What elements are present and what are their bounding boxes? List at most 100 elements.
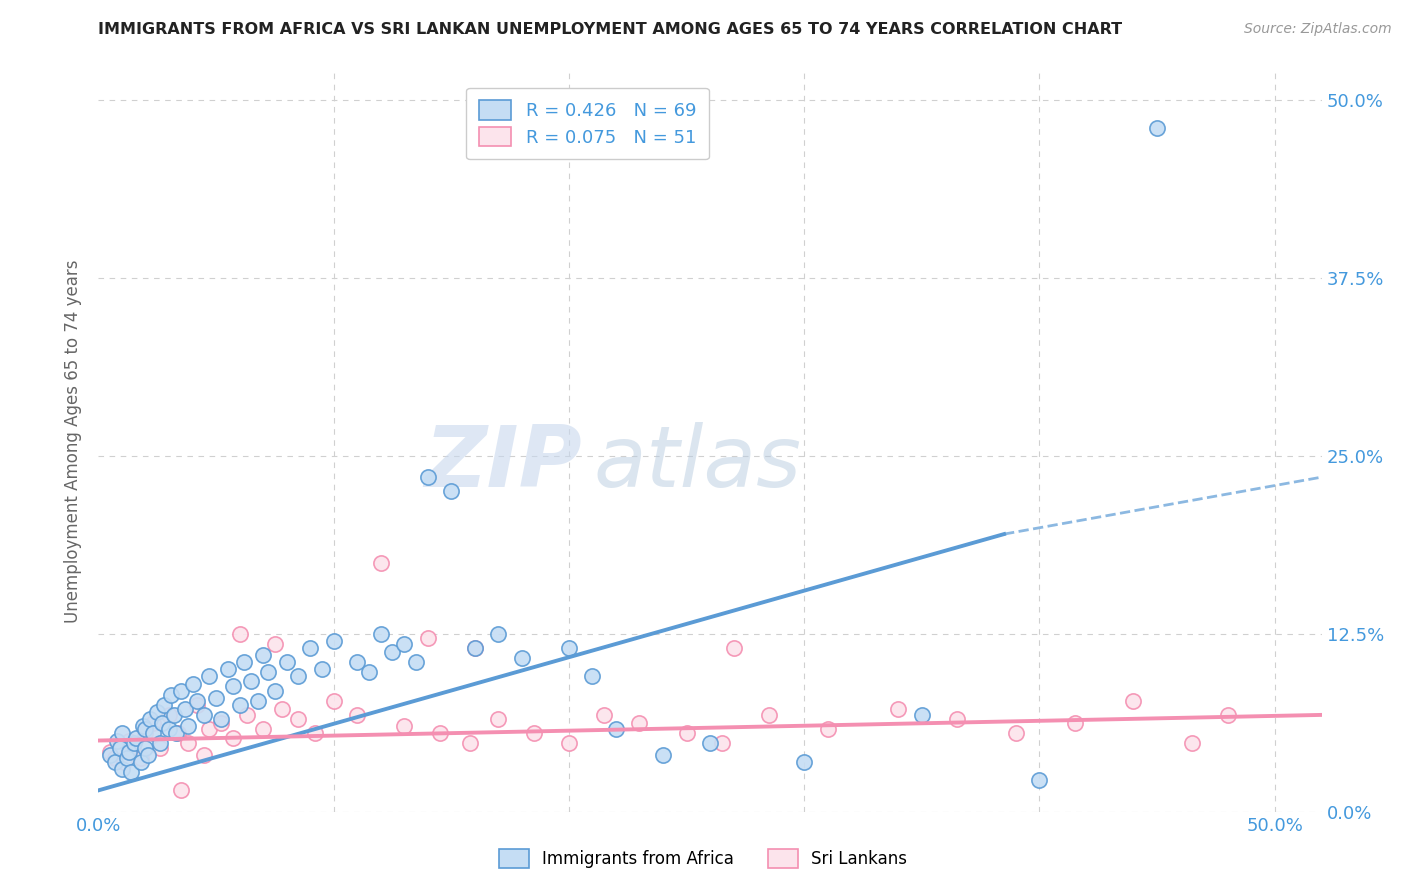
- Point: [370, 556, 392, 570]
- Text: atlas: atlas: [593, 422, 801, 505]
- Point: [136, 747, 159, 762]
- Point: [193, 707, 215, 722]
- Point: [170, 683, 193, 698]
- Point: [346, 707, 368, 722]
- Point: [946, 712, 969, 726]
- Point: [209, 716, 232, 731]
- Point: [392, 719, 416, 733]
- Point: [911, 707, 934, 722]
- Point: [558, 736, 581, 750]
- Point: [104, 755, 127, 769]
- Point: [120, 764, 142, 779]
- Point: [141, 716, 163, 731]
- Point: [125, 731, 148, 745]
- Point: [723, 640, 745, 655]
- Point: [605, 722, 627, 736]
- Point: [240, 673, 263, 688]
- Point: [118, 745, 141, 759]
- Point: [287, 712, 309, 726]
- Point: [157, 722, 180, 736]
- Point: [247, 694, 270, 708]
- Point: [221, 680, 243, 694]
- Point: [263, 683, 285, 698]
- Point: [165, 726, 187, 740]
- Point: [228, 698, 250, 712]
- Y-axis label: Unemployment Among Ages 65 to 74 years: Unemployment Among Ages 65 to 74 years: [65, 260, 83, 624]
- Point: [217, 662, 239, 676]
- Point: [416, 631, 439, 645]
- Point: [170, 783, 193, 797]
- Legend: Immigrants from Africa, Sri Lankans: Immigrants from Africa, Sri Lankans: [492, 843, 914, 875]
- Legend: R = 0.426   N = 69, R = 0.075   N = 51: R = 0.426 N = 69, R = 0.075 N = 51: [467, 87, 709, 159]
- Point: [205, 690, 228, 705]
- Point: [270, 702, 294, 716]
- Point: [510, 651, 533, 665]
- Point: [111, 762, 134, 776]
- Point: [181, 676, 204, 690]
- Point: [464, 640, 486, 655]
- Point: [1122, 694, 1144, 708]
- Point: [758, 707, 780, 722]
- Point: [1181, 736, 1204, 750]
- Point: [209, 712, 232, 726]
- Point: [177, 736, 200, 750]
- Point: [134, 722, 156, 736]
- Point: [134, 726, 156, 740]
- Point: [122, 745, 145, 759]
- Text: Source: ZipAtlas.com: Source: ZipAtlas.com: [1244, 22, 1392, 37]
- Point: [458, 736, 481, 750]
- Point: [357, 665, 380, 680]
- Point: [311, 662, 333, 676]
- Point: [115, 750, 138, 764]
- Point: [304, 726, 326, 740]
- Point: [381, 645, 404, 659]
- Point: [1063, 716, 1085, 731]
- Point: [235, 707, 257, 722]
- Point: [429, 726, 451, 740]
- Point: [392, 637, 416, 651]
- Point: [464, 640, 486, 655]
- Point: [186, 694, 208, 708]
- Point: [322, 694, 344, 708]
- Point: [1216, 707, 1239, 722]
- Point: [139, 712, 162, 726]
- Point: [1028, 773, 1050, 788]
- Point: [157, 707, 180, 722]
- Point: [817, 722, 839, 736]
- Point: [523, 726, 546, 740]
- Point: [581, 669, 603, 683]
- Point: [699, 736, 721, 750]
- Point: [122, 736, 145, 750]
- Point: [177, 719, 200, 733]
- Point: [440, 484, 463, 499]
- Point: [149, 740, 172, 755]
- Point: [322, 633, 344, 648]
- Point: [98, 745, 121, 759]
- Point: [129, 750, 152, 764]
- Point: [105, 733, 128, 747]
- Point: [1004, 726, 1026, 740]
- Point: [346, 655, 368, 669]
- Point: [129, 755, 152, 769]
- Point: [628, 716, 651, 731]
- Point: [118, 733, 141, 747]
- Point: [228, 626, 250, 640]
- Point: [416, 470, 439, 484]
- Point: [198, 669, 221, 683]
- Point: [186, 698, 208, 712]
- Point: [370, 626, 392, 640]
- Text: IMMIGRANTS FROM AFRICA VS SRI LANKAN UNEMPLOYMENT AMONG AGES 65 TO 74 YEARS CORR: IMMIGRANTS FROM AFRICA VS SRI LANKAN UNE…: [98, 22, 1122, 37]
- Point: [593, 707, 616, 722]
- Point: [104, 750, 127, 764]
- Point: [146, 705, 169, 719]
- Point: [134, 740, 156, 755]
- Point: [108, 739, 131, 754]
- Point: [256, 665, 278, 680]
- Point: [287, 669, 309, 683]
- Point: [558, 640, 581, 655]
- Point: [252, 722, 274, 736]
- Text: ZIP: ZIP: [425, 422, 582, 505]
- Point: [193, 747, 215, 762]
- Point: [160, 688, 183, 702]
- Point: [887, 702, 910, 716]
